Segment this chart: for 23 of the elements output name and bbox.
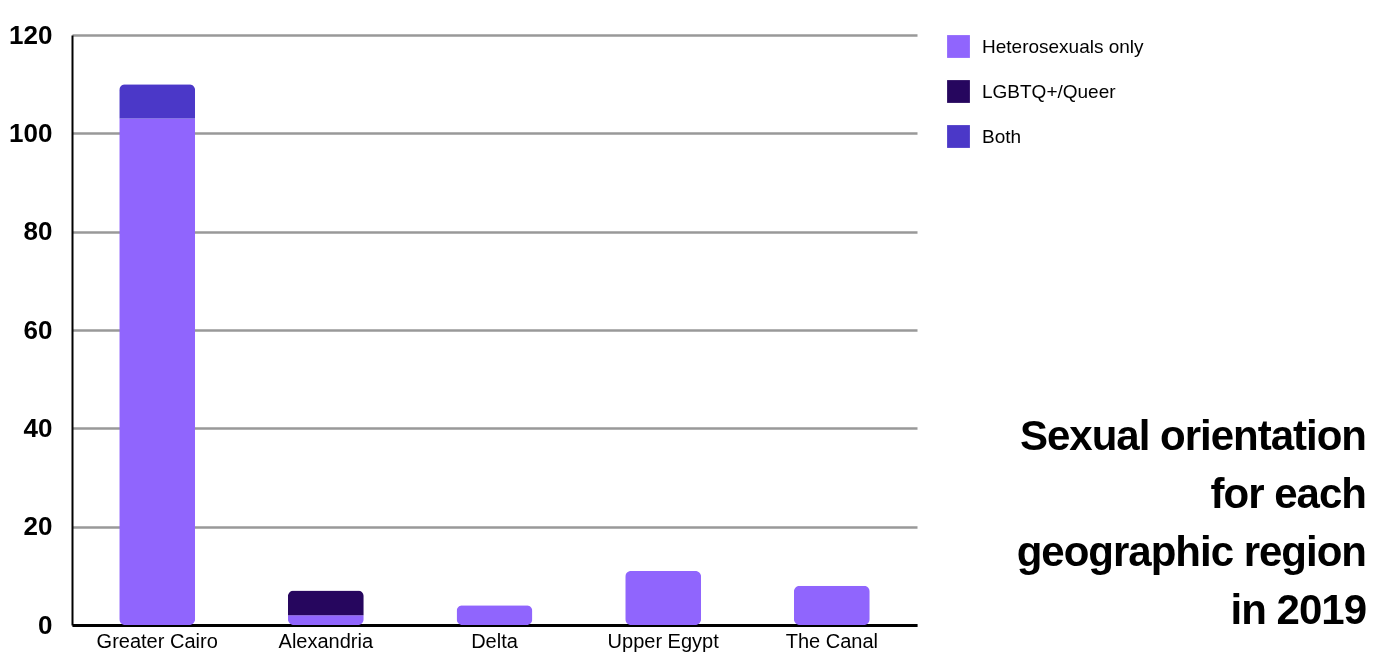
legend-label: LGBTQ+/Queer — [982, 80, 1117, 102]
bar — [287, 615, 364, 625]
y-tick-label: 80 — [23, 216, 53, 247]
y-tick-label: 20 — [23, 511, 53, 542]
y-tick-label: 60 — [23, 314, 53, 345]
bar — [793, 585, 870, 625]
bar — [287, 590, 364, 616]
x-tick-label: Delta — [471, 629, 519, 652]
y-tick-label: 40 — [23, 412, 53, 443]
bar — [625, 570, 702, 625]
bar — [119, 118, 196, 625]
x-tick-label: Greater Cairo — [96, 629, 218, 652]
x-tick-label: The Canal — [785, 629, 878, 652]
y-tick-label: 100 — [9, 117, 53, 148]
y-tick-label: 120 — [9, 19, 53, 50]
legend-label: Both — [982, 125, 1022, 147]
x-tick-label: Upper Egypt — [607, 629, 720, 652]
x-tick-label: Alexandria — [278, 629, 374, 652]
text: Sexual orientation for each geographic region in 2019 — [1016, 411, 1366, 635]
bar — [119, 84, 196, 119]
bar — [456, 605, 533, 625]
y-tick-label: 0 — [38, 609, 53, 640]
legend-label: Heterosexuals only — [982, 35, 1145, 57]
